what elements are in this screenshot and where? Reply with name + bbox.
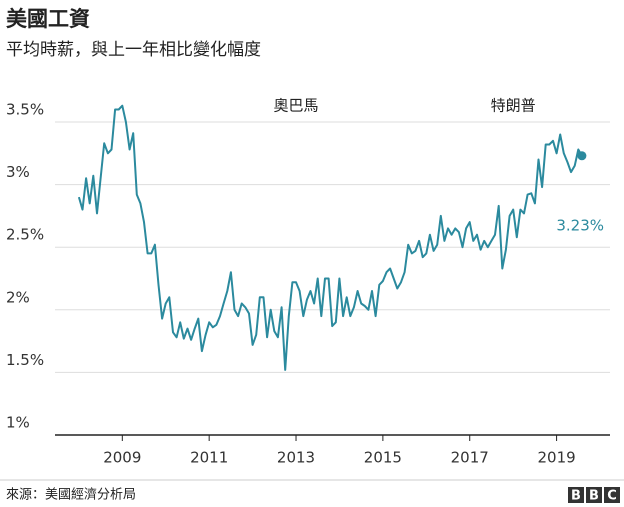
line [77, 104, 583, 371]
x-tick-label: 2009 [103, 449, 141, 467]
x-tick-label: 2019 [537, 449, 575, 467]
logo-box [604, 487, 620, 503]
source: 來源：美國經濟分析局 [6, 487, 136, 503]
x-tick-label: 2017 [451, 449, 489, 467]
y-tick-label: 2.5% [6, 226, 44, 244]
chart-title: 美國工資 [6, 7, 90, 31]
y-tick-label: 1% [6, 414, 30, 432]
logo-box [586, 487, 602, 503]
y-tick-label: 2% [6, 288, 30, 306]
logo-box [568, 487, 584, 503]
end-label: 3.23% [556, 216, 604, 234]
y-tick-label: 3.5% [6, 100, 44, 118]
x-tick-label: 2013 [277, 449, 315, 467]
annotation: 特朗普 [491, 97, 536, 115]
logo-letter: B [589, 489, 599, 504]
x-tick-label: 2011 [190, 449, 228, 467]
logo-letter: C [607, 489, 617, 504]
x-tick-label: 2015 [364, 449, 402, 467]
y-tick-label: 1.5% [6, 351, 44, 369]
logo-letter: B [571, 489, 581, 504]
chart-subtitle: 平均時薪，與上一年相比變化幅度 [6, 40, 261, 60]
annotation: 奧巴馬 [274, 97, 319, 115]
y-tick-label: 3% [6, 163, 30, 181]
end-dot [577, 151, 587, 161]
